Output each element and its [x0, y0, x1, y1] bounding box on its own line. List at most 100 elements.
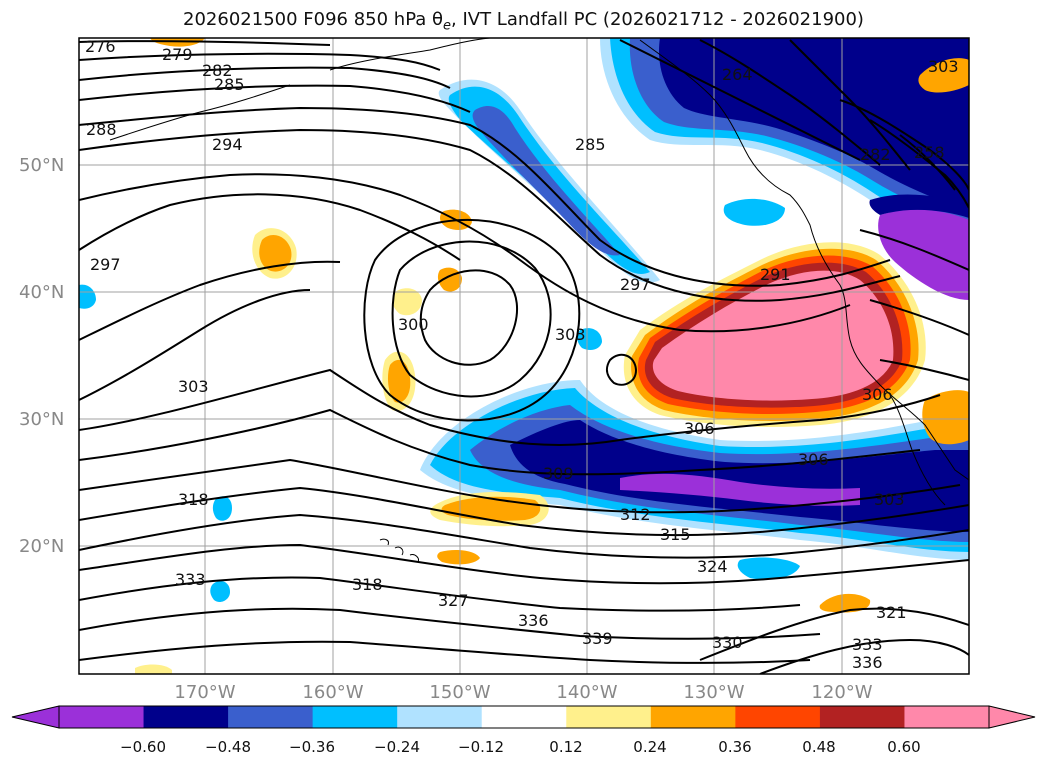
contour-label-327: 327	[438, 591, 469, 610]
colorbar	[11, 705, 1036, 729]
colorbar-tick-label: −0.12	[458, 738, 504, 756]
contour-line	[79, 640, 811, 664]
ivt-positive-pink	[652, 270, 894, 401]
ivt-patch-4	[819, 593, 871, 613]
title-prefix: 2026021500 F096 850 hPa θ	[183, 9, 444, 30]
contour-label-303c: 303	[874, 490, 905, 509]
map-area: 276 279 282 285 288 294 297 300 303 303 …	[79, 38, 969, 674]
figure-title: 2026021500 F096 850 hPa θe, IVT Landfall…	[0, 9, 1047, 34]
ivt-patch-1-inner	[259, 235, 292, 272]
contour-label-288: 288	[86, 120, 117, 139]
colorbar-tick-label: 0.48	[802, 738, 836, 756]
contour-line	[79, 193, 461, 261]
contour-label-315: 315	[660, 525, 691, 544]
lon-label-140w: 140°W	[556, 682, 618, 703]
lon-label-120w: 120°W	[811, 682, 873, 703]
colorbar-bin	[566, 706, 652, 728]
colorbar-bin	[481, 706, 567, 728]
contour-line	[79, 173, 851, 333]
graticule	[79, 38, 969, 674]
ivt-patch-6	[922, 390, 969, 445]
colorbar-tick-label: −0.60	[120, 738, 166, 756]
contour-label-285: 285	[214, 75, 245, 94]
contour-label-333: 333	[175, 570, 206, 589]
lon-label-150w: 150°W	[429, 682, 491, 703]
contour-label-339: 339	[582, 629, 613, 648]
contour-label-297: 297	[90, 255, 121, 274]
colorbar-bin	[312, 706, 398, 728]
contour-line	[79, 128, 901, 302]
contour-label-291: 291	[760, 265, 791, 284]
lat-label-50n: 50°N	[19, 155, 65, 176]
colorbar-bin	[819, 706, 905, 728]
contour-line	[699, 607, 969, 661]
ivt-negative-band-purple	[620, 473, 860, 506]
contour-line	[391, 240, 552, 398]
colorbar-tick-label: 0.24	[633, 738, 667, 756]
colorbar-under-arrow	[11, 705, 60, 729]
contour-label-303d: 303	[928, 57, 959, 76]
map-frame	[78, 37, 970, 675]
lat-label-20n: 20°N	[19, 536, 65, 557]
colorbar-bin	[650, 706, 736, 728]
contour-line	[79, 40, 331, 46]
contour-label-264: 264	[722, 65, 753, 84]
ivt-negative-ne-navy-inner	[869, 194, 969, 218]
ivt-negative-ne-purple	[878, 209, 969, 300]
contour-line	[619, 39, 861, 161]
contour-line	[605, 353, 638, 386]
lon-label-130w: 130°W	[683, 682, 745, 703]
ivt-patch-11	[212, 496, 232, 521]
contour-label-258: 258	[914, 143, 945, 162]
contour-label-303: 303	[178, 377, 209, 396]
contour-line	[789, 39, 911, 171]
contour-line	[79, 84, 471, 113]
contour-label-330: 330	[712, 633, 743, 652]
theta-e-contours	[79, 39, 969, 674]
contour-label-324: 324	[697, 557, 728, 576]
contour-line	[699, 39, 881, 166]
contour-label-303b: 303	[555, 325, 586, 344]
colorbar-tick-label: −0.48	[205, 738, 251, 756]
ivt-patch-15	[437, 550, 480, 565]
colorbar-bin	[397, 706, 483, 728]
contour-label-321: 321	[876, 603, 907, 622]
colorbar-bin	[143, 706, 229, 728]
contour-label-306c: 306	[862, 385, 893, 404]
title-suffix: , IVT Landfall PC (2026021712 - 20260219…	[451, 9, 864, 30]
contour-line	[899, 134, 956, 191]
contour-label-294: 294	[212, 135, 243, 154]
ivt-patch-10	[723, 198, 785, 226]
ivt-patch-18	[577, 328, 602, 350]
contour-line	[79, 486, 969, 537]
ivt-patch-17	[737, 557, 800, 580]
colorbar-bin	[904, 706, 990, 728]
contour-line	[363, 219, 581, 422]
contour-line	[869, 299, 969, 336]
colorbar-bin	[735, 706, 821, 728]
title-subscript: e	[443, 18, 452, 34]
coastline-alaska	[329, 38, 491, 71]
contour-label-318: 318	[178, 490, 209, 509]
ivt-patch-13	[79, 284, 96, 309]
coastline-aleutians	[109, 84, 291, 141]
contour-line	[79, 576, 801, 612]
contour-line	[839, 99, 969, 191]
contour-label-282: 282	[202, 61, 233, 80]
contour-label-312: 312	[620, 505, 651, 524]
contour-label-306b: 306	[798, 450, 829, 469]
contour-label-336: 336	[518, 611, 549, 630]
contour-label-333b: 333	[852, 635, 883, 654]
contour-line	[79, 260, 341, 341]
contour-label-285b: 285	[575, 135, 606, 154]
contour-line	[859, 229, 969, 271]
ivt-patch-12	[210, 580, 230, 603]
lon-label-170w: 170°W	[174, 682, 236, 703]
colorbar-tick-label: 0.60	[887, 738, 921, 756]
contour-label-279: 279	[162, 45, 193, 64]
ivt-negative-ne-navy	[659, 38, 969, 210]
lat-label-30n: 30°N	[19, 409, 65, 430]
contour-label-282b: 282	[860, 145, 891, 164]
contour-line	[79, 543, 969, 585]
